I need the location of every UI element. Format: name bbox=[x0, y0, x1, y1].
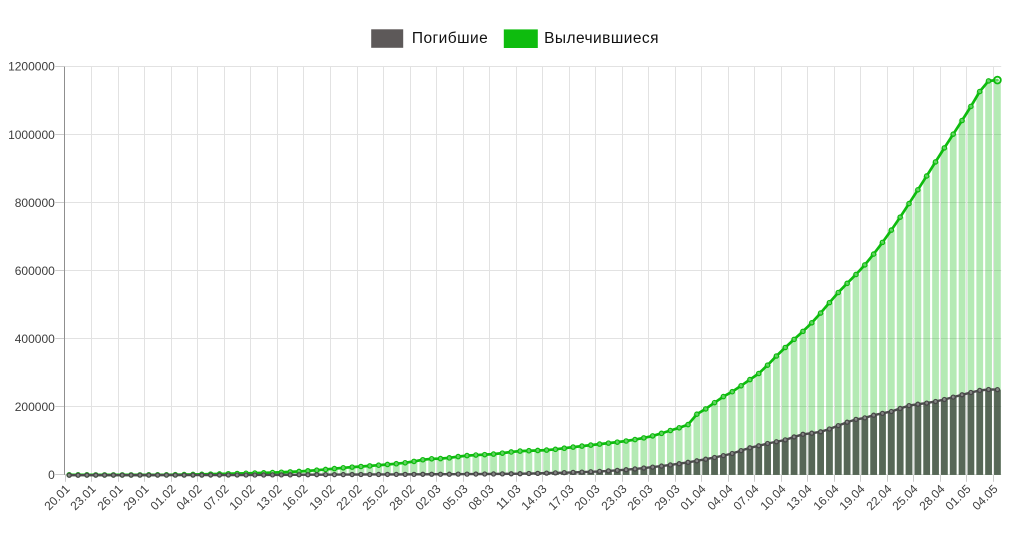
svg-text:Вылечившиеся: Вылечившиеся bbox=[544, 30, 659, 47]
svg-text:200000: 200000 bbox=[15, 400, 55, 414]
svg-text:Погибшие: Погибшие bbox=[412, 30, 488, 47]
svg-text:600000: 600000 bbox=[15, 264, 55, 278]
svg-text:1200000: 1200000 bbox=[8, 60, 55, 74]
svg-text:1000000: 1000000 bbox=[8, 128, 55, 142]
svg-text:0: 0 bbox=[48, 468, 55, 482]
svg-text:800000: 800000 bbox=[15, 196, 55, 210]
svg-text:400000: 400000 bbox=[15, 332, 55, 346]
